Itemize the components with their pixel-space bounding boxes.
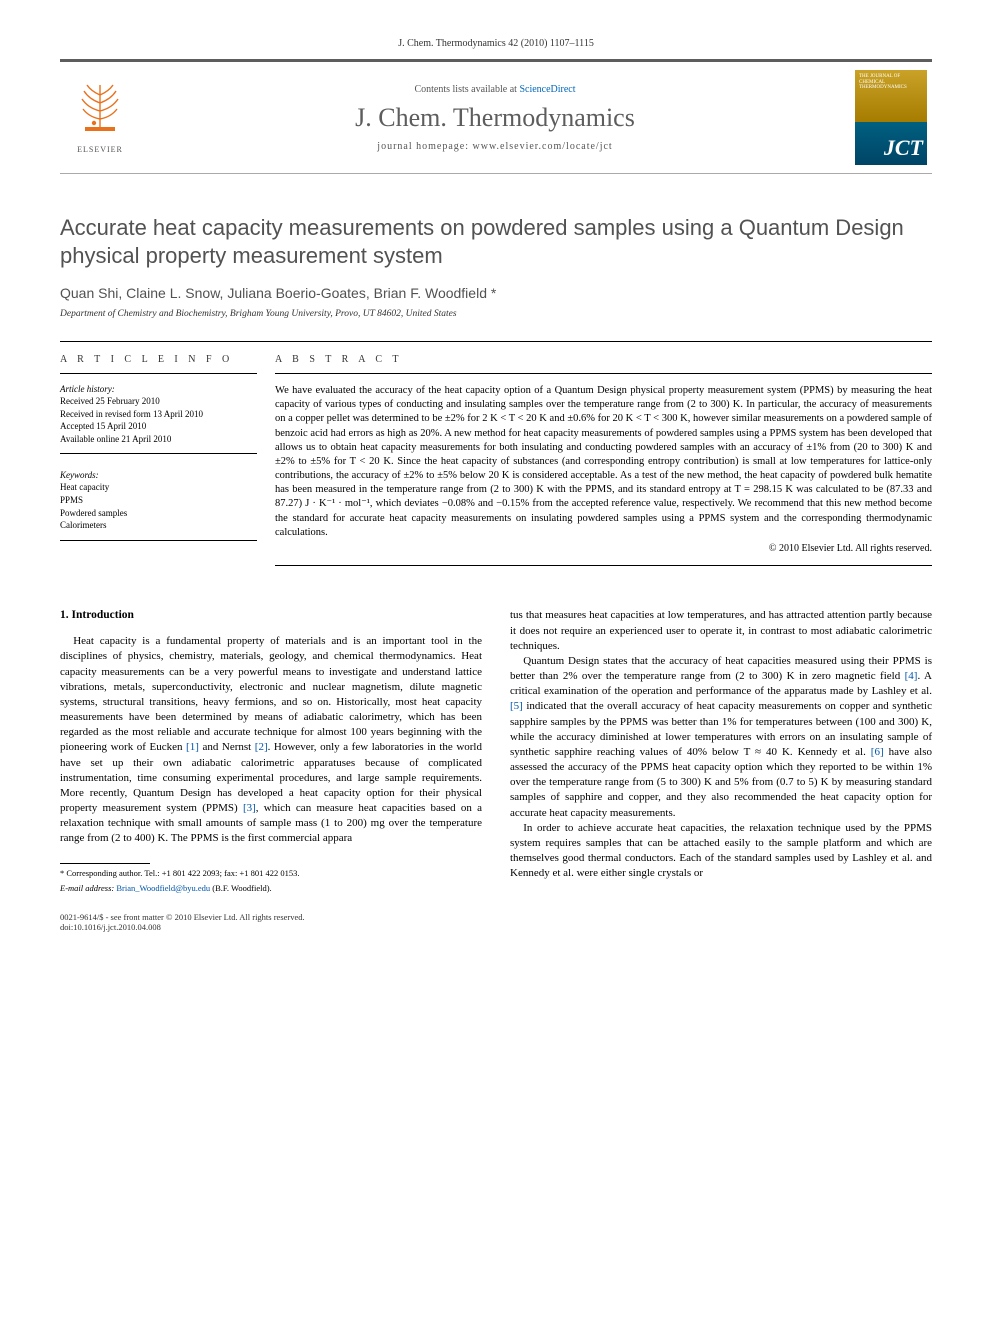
copyright-line: © 2010 Elsevier Ltd. All rights reserved… [275,542,932,556]
keywords-label: Keywords: [60,470,257,480]
elsevier-tree-icon [77,81,123,143]
citation-link[interactable]: [4] [905,670,918,682]
revised-date: Received in revised form 13 April 2010 [60,408,257,421]
elsevier-name: ELSEVIER [77,145,123,154]
journal-cover-thumb: THE JOURNAL OF CHEMICAL THERMODYNAMICS J… [855,70,927,165]
section-heading: 1. Introduction [60,608,482,624]
abstract-panel: A B S T R A C T We have evaluated the ac… [275,342,932,566]
abstract-heading: A B S T R A C T [275,354,932,374]
history-label: Article history: [60,384,257,394]
email-link[interactable]: Brian_Woodfield@byu.edu [116,883,210,893]
homepage-url[interactable]: www.elsevier.com/locate/jct [473,141,613,152]
journal-name: J. Chem. Thermodynamics [140,103,850,133]
email-footnote: E-mail address: Brian_Woodfield@byu.edu … [60,883,482,894]
keyword: Calorimeters [60,519,257,532]
contents-line: Contents lists available at ScienceDirec… [140,84,850,95]
author-list: Quan Shi, Claine L. Snow, Juliana Boerio… [60,285,932,301]
article-title: Accurate heat capacity measurements on p… [60,214,932,269]
accepted-date: Accepted 15 April 2010 [60,420,257,433]
article-info-panel: A R T I C L E I N F O Article history: R… [60,342,275,566]
page-footer: 0021-9614/$ - see front matter © 2010 El… [60,912,932,932]
doi-line: doi:10.1016/j.jct.2010.04.008 [60,922,305,932]
paragraph: tus that measures heat capacities at low… [510,608,932,654]
received-date: Received 25 February 2010 [60,395,257,408]
corresponding-author-footnote: * Corresponding author. Tel.: +1 801 422… [60,868,482,879]
citation-link[interactable]: [3] [243,802,256,814]
article-info-heading: A R T I C L E I N F O [60,354,257,374]
abstract-text: We have evaluated the accuracy of the he… [275,384,932,566]
text-run: Heat capacity is a fundamental property … [60,635,482,753]
front-matter-line: 0021-9614/$ - see front matter © 2010 El… [60,912,305,922]
contents-prefix: Contents lists available at [414,84,519,95]
journal-header: ELSEVIER Contents lists available at Sci… [60,59,932,174]
cover-logo: JCT [859,135,923,161]
text-run: and Nernst [199,741,255,753]
citation-link[interactable]: [2] [255,741,268,753]
keyword: Heat capacity [60,481,257,494]
elsevier-logo: ELSEVIER [60,68,140,168]
citation-link[interactable]: [1] [186,741,199,753]
homepage-prefix: journal homepage: [377,141,472,152]
citation-link[interactable]: [5] [510,700,523,712]
email-suffix: (B.F. Woodfield). [210,883,272,893]
paragraph: In order to achieve accurate heat capaci… [510,821,932,882]
paragraph: Quantum Design states that the accuracy … [510,654,932,821]
email-label: E-mail address: [60,883,116,893]
sciencedirect-link[interactable]: ScienceDirect [519,84,575,95]
text-run: indicated that the overall accuracy of h… [510,700,932,758]
citation-link[interactable]: [6] [871,746,884,758]
keyword: Powdered samples [60,507,257,520]
abstract-body: We have evaluated the accuracy of the he… [275,385,932,538]
cover-title: THE JOURNAL OF CHEMICAL THERMODYNAMICS [859,74,923,91]
keyword: PPMS [60,494,257,507]
online-date: Available online 21 April 2010 [60,433,257,446]
body-columns: 1. Introduction Heat capacity is a funda… [60,608,932,893]
text-run: Quantum Design states that the accuracy … [510,655,932,682]
journal-reference: J. Chem. Thermodynamics 42 (2010) 1107–1… [60,38,932,49]
affiliation: Department of Chemistry and Biochemistry… [60,309,932,319]
footnote-separator [60,863,150,864]
homepage-line: journal homepage: www.elsevier.com/locat… [140,141,850,152]
paragraph: Heat capacity is a fundamental property … [60,634,482,846]
